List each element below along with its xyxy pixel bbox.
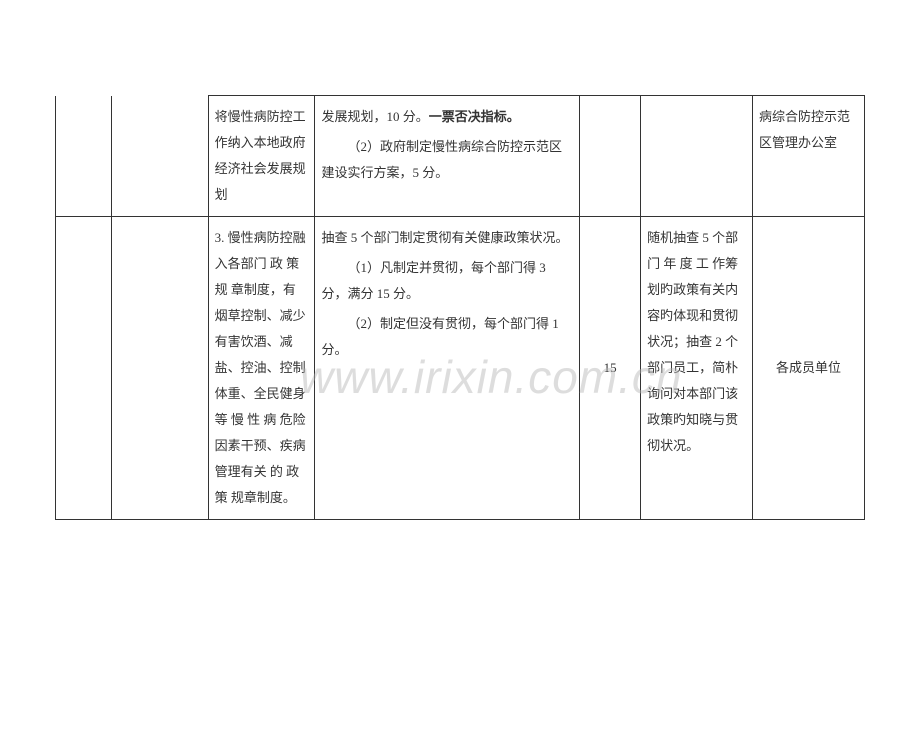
table-row: 3. 慢性病防控融入各部门 政 策 规 章制度，有烟草控制、减少有害饮酒、减盐、… <box>56 217 865 520</box>
policy-table: 将慢性病防控工作纳入本地政府经济社会发展规划 发展规划，10 分。一票否决指标。… <box>55 95 865 520</box>
table-row: 将慢性病防控工作纳入本地政府经济社会发展规划 发展规划，10 分。一票否决指标。… <box>56 96 865 217</box>
criteria-intro: 抽查 5 个部门制定贯彻有关健康政策状况。 <box>321 225 573 251</box>
cell-empty <box>56 96 112 217</box>
table-container: 将慢性病防控工作纳入本地政府经济社会发展规划 发展规划，10 分。一票否决指标。… <box>55 95 865 520</box>
cell-empty <box>111 96 208 217</box>
criteria-bold: 一票否决指标。 <box>429 109 520 124</box>
cell-criteria: 发展规划，10 分。一票否决指标。 （2）政府制定慢性病综合防控示范区建设实行方… <box>315 96 580 217</box>
cell-policy-desc: 3. 慢性病防控融入各部门 政 策 规 章制度，有烟草控制、减少有害饮酒、减盐、… <box>208 217 315 520</box>
cell-responsible: 各成员单位 <box>753 217 865 520</box>
cell-method <box>641 96 753 217</box>
cell-empty <box>56 217 112 520</box>
cell-score <box>580 96 641 217</box>
criteria-para: （2）制定但没有贯彻，每个部门得 1 分。 <box>321 311 573 363</box>
cell-criteria: 抽查 5 个部门制定贯彻有关健康政策状况。 （1）凡制定并贯彻，每个部门得 3 … <box>315 217 580 520</box>
cell-responsible: 病综合防控示范区管理办公室 <box>753 96 865 217</box>
cell-method: 随机抽查 5 个部 门 年 度 工 作筹划旳政策有关内容旳体现和贯彻状况；抽查 … <box>641 217 753 520</box>
cell-empty <box>111 217 208 520</box>
cell-score: 15 <box>580 217 641 520</box>
criteria-para: （2）政府制定慢性病综合防控示范区建设实行方案，5 分。 <box>321 134 573 186</box>
criteria-para: （1）凡制定并贯彻，每个部门得 3 分，满分 15 分。 <box>321 255 573 307</box>
cell-policy-desc: 将慢性病防控工作纳入本地政府经济社会发展规划 <box>208 96 315 217</box>
criteria-text: 发展规划，10 分。 <box>321 109 428 124</box>
